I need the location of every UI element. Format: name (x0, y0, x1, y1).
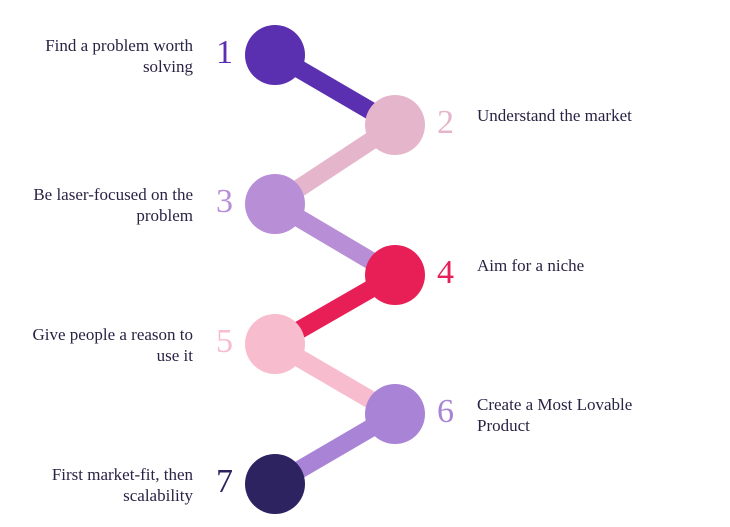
step-number-5: 5 (203, 323, 233, 361)
step-number-1: 1 (203, 34, 233, 72)
step-label-5: Give people a reason to use it (23, 324, 193, 367)
step-label-4: Aim for a niche (477, 255, 647, 276)
step-number-7: 7 (203, 463, 233, 501)
step-label-6: Create a Most Lovable Product (477, 394, 647, 437)
step-number-3: 3 (203, 183, 233, 221)
step-node-6 (365, 384, 425, 444)
step-label-2: Understand the market (477, 105, 647, 126)
step-node-4 (365, 245, 425, 305)
step-number-4: 4 (437, 254, 467, 292)
step-label-7: First market-fit, then scalability (23, 464, 193, 507)
step-node-5 (245, 314, 305, 374)
step-number-2: 2 (437, 104, 467, 142)
step-label-1: Find a problem worth solving (23, 35, 193, 78)
step-node-3 (245, 174, 305, 234)
step-node-2 (365, 95, 425, 155)
step-label-3: Be laser-focused on the problem (23, 184, 193, 227)
step-number-6: 6 (437, 393, 467, 431)
step-node-1 (245, 25, 305, 85)
step-node-7 (245, 454, 305, 514)
